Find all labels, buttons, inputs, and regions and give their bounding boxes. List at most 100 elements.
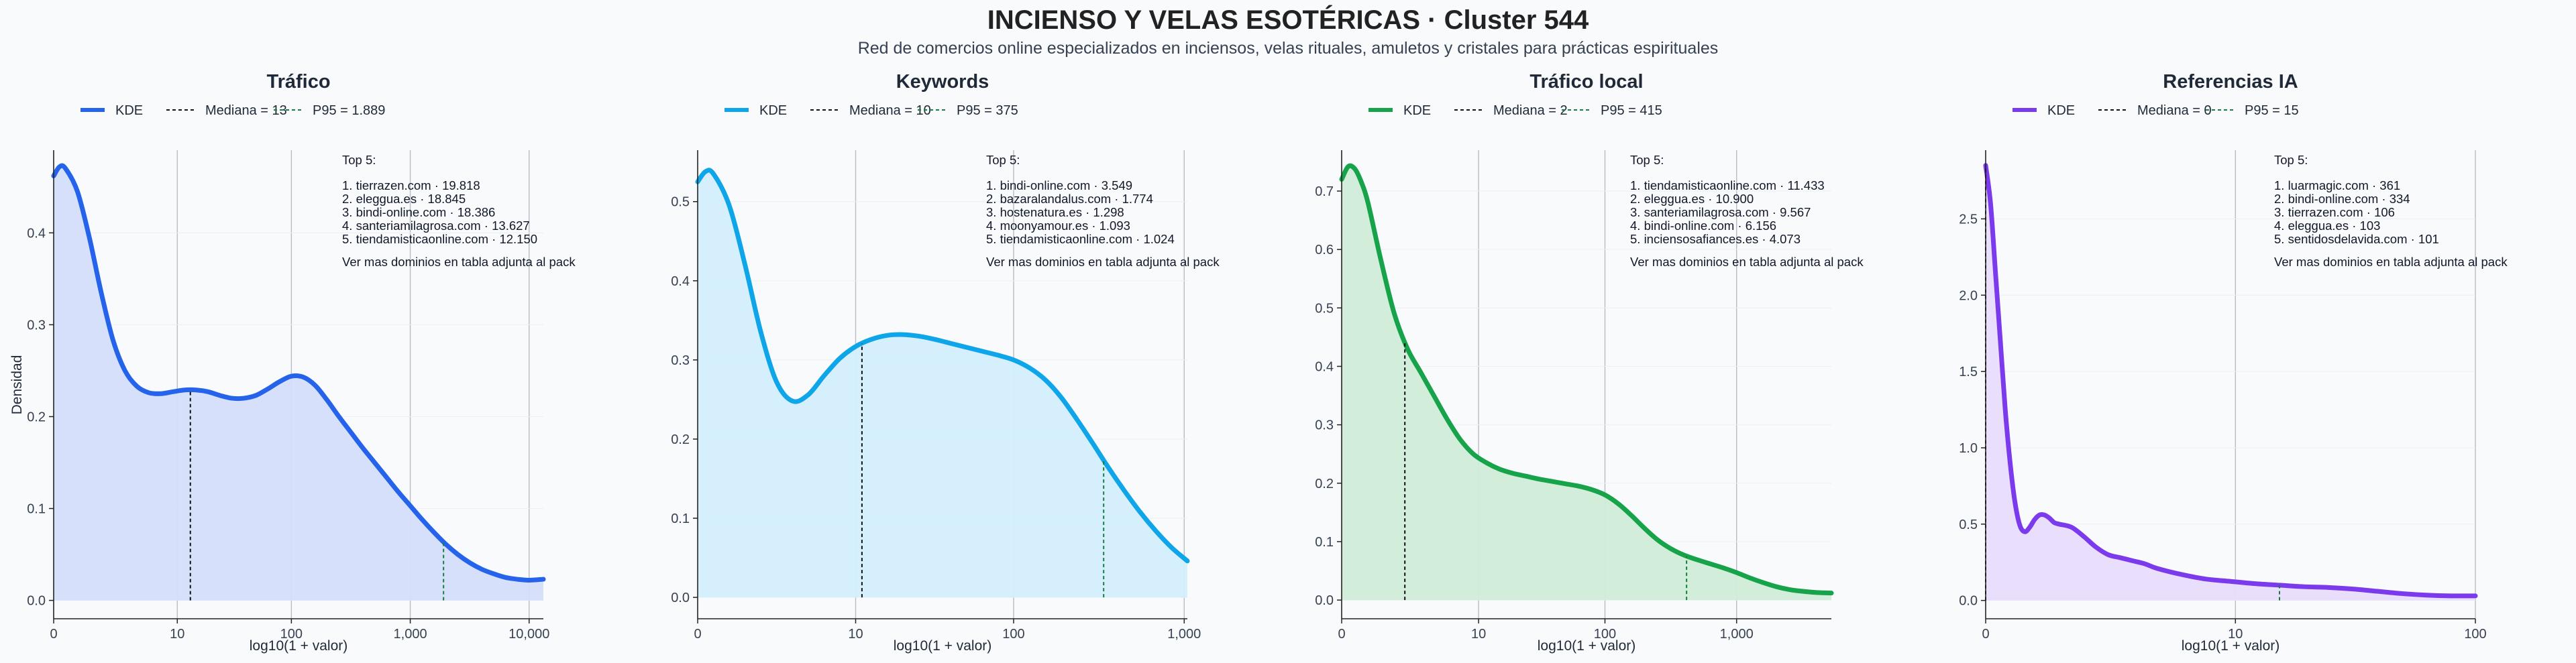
chart-2-title: Keywords <box>896 71 989 93</box>
chart-3-top5-item-3: 3. santeriamilagrosa.com · 9.567 <box>1630 205 1811 219</box>
chart-2-top5-item-3: 3. hostenatura.es · 1.298 <box>986 205 1124 219</box>
chart-3-top5-item-1: 1. tiendamisticaonline.com · 11.433 <box>1630 178 1825 192</box>
chart-4-kde-line <box>1983 163 2478 599</box>
chart-2-kde-line <box>695 168 1190 564</box>
chart-2-x-tick-label-1: 10 <box>848 627 863 642</box>
chart-3-top5-item-4: 4. bindi-online.com · 6.156 <box>1630 219 1776 233</box>
chart-3-x-tick-label-0: 0 <box>1338 627 1345 642</box>
figure-subtitle: Red de comercios online especializados e… <box>857 39 1719 58</box>
chart-1-y-axis-label: Densidad <box>9 355 25 415</box>
chart-2-y-tick-label-5: 0.5 <box>671 195 690 210</box>
chart-4-x-tick-label-1: 10 <box>2228 627 2243 642</box>
chart-1-kde-area <box>54 166 543 601</box>
chart-2-x-tick-label-0: 0 <box>694 627 701 642</box>
chart-4-top5-item-3: 3. tierrazen.com · 106 <box>2274 205 2395 219</box>
chart-2-y-tick-label-2: 0.2 <box>671 432 690 447</box>
chart-2-top5-item-1: 1. bindi-online.com · 3.549 <box>986 178 1132 192</box>
chart-3-top5-item-2: 2. eleggua.es · 10.900 <box>1630 192 1754 206</box>
chart-1-x-tick-label-0: 0 <box>50 627 57 642</box>
chart-1-x-tick-label-3: 1,000 <box>394 627 427 642</box>
chart-2-x-tick-label-3: 1,000 <box>1167 627 1201 642</box>
chart-1-legend-label-kde: KDE <box>115 103 143 118</box>
chart-3-kde-line <box>1339 163 1834 596</box>
chart-2-y-tick-label-0: 0.0 <box>671 591 690 605</box>
chart-3-svg: Tráfico local KDE Mediana = 2 P95 = 415 0 10 1… <box>1315 71 1864 654</box>
chart-3-legend-label-median: Mediana = 2 <box>1493 103 1568 118</box>
chart-2-top5-footer: Ver mas dominios en tabla adjunta al pac… <box>986 255 1220 269</box>
chart-4-top5-heading: Top 5: <box>2274 153 2308 167</box>
chart-4-y-tick-label-2: 1.0 <box>1959 441 1978 456</box>
chart-2-x-tick-label-2: 100 <box>1002 627 1024 642</box>
chart-4-top5-footer: Ver mas dominios en tabla adjunta al pac… <box>2274 255 2508 269</box>
chart-1-y-tick-label-2: 0.2 <box>27 410 46 424</box>
chart-1-top5-item-3: 3. bindi-online.com · 18.386 <box>342 205 495 219</box>
chart-4-kde-area <box>1986 165 2475 601</box>
chart-4-y-tick-label-5: 2.5 <box>1959 212 1978 227</box>
chart-panel-trafico: Tráfico KDE Mediana = 13 P95 = 1.889 0 10 100 1… <box>0 67 644 663</box>
chart-4-top5-item-5: 5. sentidosdelavida.com · 101 <box>2274 232 2439 246</box>
chart-2-legend-label-median: Mediana = 10 <box>849 103 931 118</box>
chart-3-x-axis-label: log10(1 + valor) <box>1538 638 1636 654</box>
figure-title: INCIENSO Y VELAS ESOTÉRICAS · Cluster 54… <box>987 5 1589 35</box>
chart-4-y-tick-label-3: 1.5 <box>1959 365 1978 379</box>
chart-4-svg: Referencias IA KDE Mediana = 0 P95 = 15 0 10 1… <box>1959 71 2508 654</box>
chart-3-x-tick-label-2: 100 <box>1594 627 1616 642</box>
chart-1-y-tick-label-4: 0.4 <box>27 226 46 241</box>
chart-1-y-tick-label-1: 0.1 <box>27 502 46 517</box>
chart-1-top5-heading: Top 5: <box>342 153 376 167</box>
chart-2-legend-label-p95: P95 = 375 <box>957 103 1018 118</box>
chart-4-title: Referencias IA <box>2163 71 2298 93</box>
chart-4-legend-label-median: Mediana = 0 <box>2137 103 2212 118</box>
chart-1-y-tick-label-0: 0.0 <box>27 594 46 609</box>
chart-1-x-tick-label-2: 100 <box>280 627 303 642</box>
chart-3-title: Tráfico local <box>1529 71 1643 93</box>
chart-3-top5-footer: Ver mas dominios en tabla adjunta al pac… <box>1630 255 1864 269</box>
chart-3-y-tick-label-2: 0.2 <box>1315 477 1334 491</box>
chart-1-legend-label-p95: P95 = 1.889 <box>313 103 385 118</box>
chart-3-y-tick-label-3: 0.3 <box>1315 418 1334 433</box>
chart-3-y-tick-label-6: 0.6 <box>1315 243 1334 257</box>
chart-1-top5-item-2: 2. eleggua.es · 18.845 <box>342 192 466 206</box>
chart-1-top5-item-1: 1. tierrazen.com · 19.818 <box>342 178 480 192</box>
chart-panel-trafico-local: Tráfico local KDE Mediana = 2 P95 = 415 0 10 1… <box>1288 67 1932 663</box>
chart-1-kde-line <box>51 163 546 583</box>
chart-2-y-tick-label-3: 0.3 <box>671 353 690 368</box>
chart-3-top5-heading: Top 5: <box>1630 153 1664 167</box>
chart-2-svg: Keywords KDE Mediana = 10 P95 = 375 0 10 100 1,… <box>671 71 1220 654</box>
chart-2-top5-heading: Top 5: <box>986 153 1020 167</box>
chart-3-kde-area <box>1342 166 1831 601</box>
chart-4-top5-item-2: 2. bindi-online.com · 334 <box>2274 192 2410 206</box>
chart-4-top5-item-4: 4. eleggua.es · 103 <box>2274 219 2380 233</box>
chart-3-legend-label-p95: P95 = 415 <box>1601 103 1662 118</box>
chart-4-y-tick-label-4: 2.0 <box>1959 288 1978 303</box>
chart-4-x-tick-label-0: 0 <box>1982 627 1989 642</box>
chart-2-kde-area <box>698 170 1187 598</box>
chart-4-y-tick-label-1: 0.5 <box>1959 518 1978 532</box>
chart-2-y-tick-label-4: 0.4 <box>671 274 690 289</box>
chart-1-svg: Tráfico KDE Mediana = 13 P95 = 1.889 0 10 100 1… <box>9 71 576 654</box>
chart-4-x-tick-label-2: 100 <box>2464 627 2486 642</box>
chart-3-legend-label-kde: KDE <box>1403 103 1431 118</box>
chart-3-y-tick-label-7: 0.7 <box>1315 184 1334 199</box>
chart-2-y-tick-label-1: 0.1 <box>671 511 690 526</box>
chart-2-legend-label-kde: KDE <box>759 103 787 118</box>
chart-1-top5-item-4: 4. santeriamilagrosa.com · 13.627 <box>342 219 530 233</box>
chart-2-x-axis-label: log10(1 + valor) <box>894 638 992 654</box>
chart-3-y-tick-label-5: 0.5 <box>1315 301 1334 316</box>
chart-1-legend-label-median: Mediana = 13 <box>205 103 287 118</box>
chart-4-legend-label-kde: KDE <box>2047 103 2075 118</box>
chart-4-x-axis-label: log10(1 + valor) <box>2182 638 2280 654</box>
chart-3-x-tick-label-1: 10 <box>1471 627 1486 642</box>
chart-1-x-axis-label: log10(1 + valor) <box>250 638 348 654</box>
chart-panel-referencias-ia: Referencias IA KDE Mediana = 0 P95 = 15 0 10 1… <box>1932 67 2576 663</box>
chart-2-top5-item-4: 4. moonyamour.es · 1.093 <box>986 219 1130 233</box>
chart-3-top5-item-5: 5. inciensosafiances.es · 4.073 <box>1630 232 1801 246</box>
chart-3-y-tick-label-0: 0.0 <box>1315 593 1334 608</box>
chart-4-top5-item-1: 1. luarmagic.com · 361 <box>2274 178 2400 192</box>
chart-1-top5-footer: Ver mas dominios en tabla adjunta al pac… <box>342 255 576 269</box>
chart-4-y-tick-label-0: 0.0 <box>1959 594 1978 609</box>
chart-1-title: Tráfico <box>266 71 330 93</box>
chart-3-y-tick-label-1: 0.1 <box>1315 535 1334 550</box>
chart-1-x-tick-label-4: 10,000 <box>508 627 549 642</box>
chart-4-legend-label-p95: P95 = 15 <box>2245 103 2299 118</box>
